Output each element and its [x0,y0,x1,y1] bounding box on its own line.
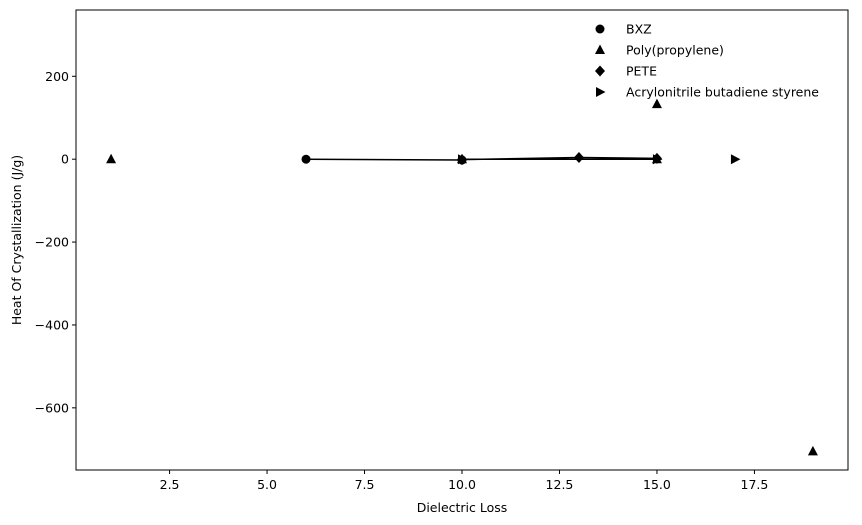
x-tick-label: 15.0 [643,477,671,492]
data-point-0-0 [301,154,311,164]
x-axis-label: Dielectric Loss [417,500,508,515]
data-point-1-4 [807,445,818,456]
y-axis-label: Heat Of Crystallization (J/g) [9,155,24,325]
y-tick-label: 0 [61,152,69,167]
legend: BXZ Poly(propylene) PETE Acrylonitrile buta… [595,22,819,100]
x-tick-label: 7.5 [355,477,375,492]
series-markers [106,98,818,456]
y-tick-label: 200 [45,69,69,84]
legend-marker-1 [595,44,605,54]
y-tick-label: −400 [35,317,69,332]
x-tick-label: 10.0 [448,477,476,492]
x-tick-label: 12.5 [546,477,574,492]
x-tick-label: 5.0 [257,477,277,492]
y-tick-label: −600 [35,400,69,415]
legend-label-0: BXZ [626,22,652,37]
legend-marker-2 [595,65,605,77]
data-point-3-2 [730,154,741,165]
y-tick-label: −200 [35,235,69,250]
series-line-0 [306,158,463,161]
legend-label-3: Acrylonitrile butadiene styrene [626,85,819,100]
data-point-1-2 [651,98,662,109]
x-tick-label: 2.5 [160,477,180,492]
legend-label-2: PETE [626,64,657,79]
data-point-1-0 [106,153,117,164]
x-tick-label: 17.5 [741,477,769,492]
y-axis-ticks: 200 0 −200 −400 −600 [35,69,76,415]
legend-label-1: Poly(propylene) [626,43,724,58]
legend-marker-0 [595,24,605,34]
data-point-3-1 [652,154,663,165]
data-point-3-0 [458,154,468,165]
legend-marker-3 [596,87,606,97]
data-point-2-1 [573,152,584,164]
x-axis-ticks: 2.5 5.0 7.5 10.0 12.5 15.0 17.5 [160,470,769,492]
